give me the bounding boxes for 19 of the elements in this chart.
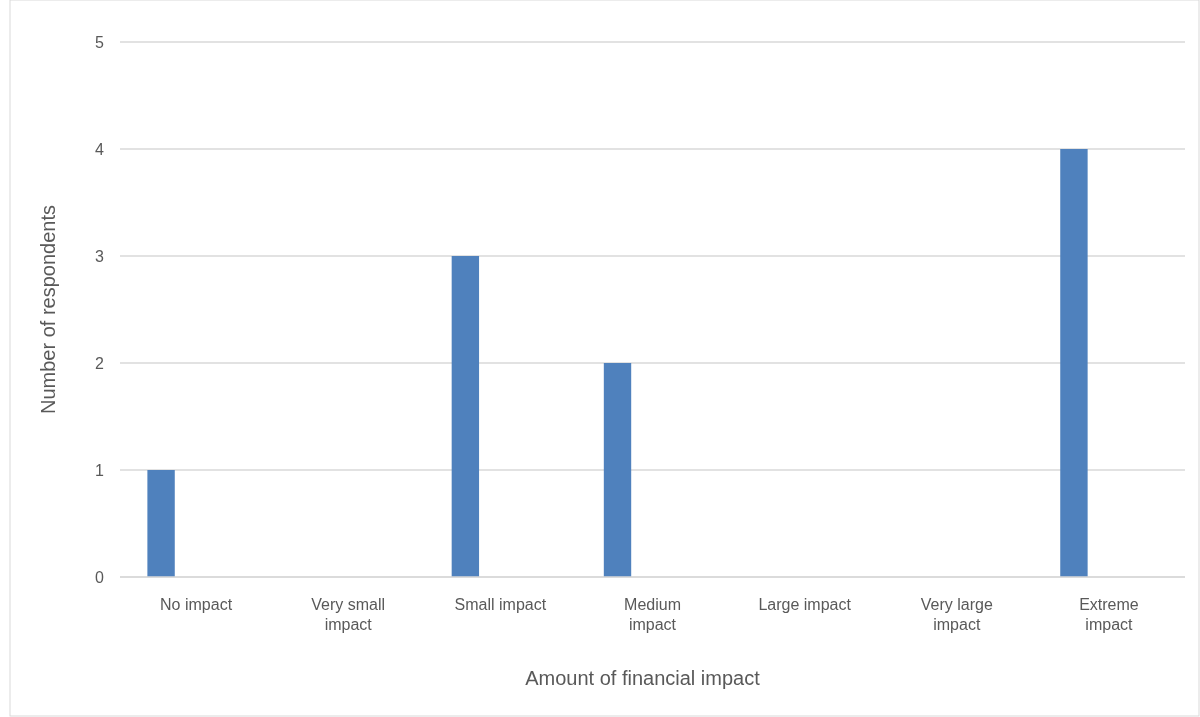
x-tick-label: Very small impact	[311, 596, 386, 634]
x-tick-label: Medium impact	[624, 596, 681, 634]
x-tick-label: Very large impact	[920, 596, 993, 634]
bar	[603, 363, 632, 577]
x-tick-label: Large impact	[758, 596, 852, 614]
y-tick-label: 4	[95, 140, 105, 158]
y-axis-title: Number of respondents	[37, 204, 59, 415]
x-tick-label: No impact	[160, 596, 233, 614]
bar	[147, 470, 175, 577]
y-tick-label: 5	[95, 33, 105, 51]
y-tick-label: 2	[95, 354, 105, 372]
bar	[1060, 149, 1088, 577]
x-tick-label: Small impact	[454, 596, 547, 614]
bar	[451, 256, 480, 577]
y-tick-label: 0	[95, 568, 105, 586]
x-axis-title: Amount of financial impact	[525, 667, 761, 689]
x-tick-label: Extreme impact	[1079, 596, 1139, 634]
y-tick-label: 3	[95, 247, 105, 265]
y-tick-label: 1	[95, 461, 105, 479]
